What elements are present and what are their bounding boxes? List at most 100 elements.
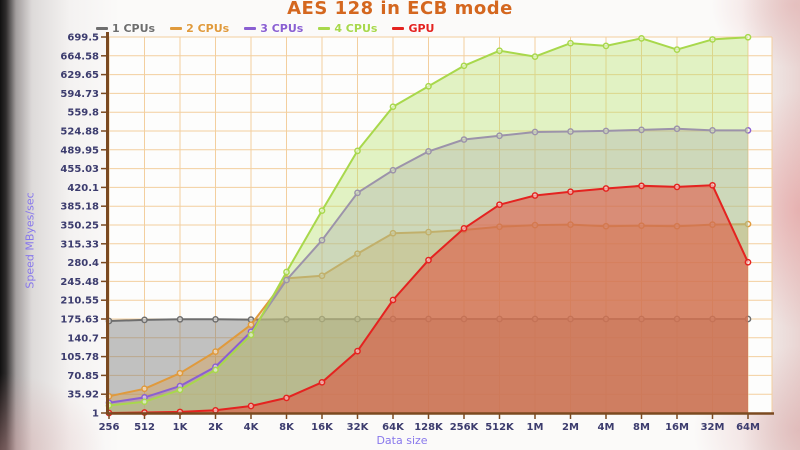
x-tick-label: 64M [736, 422, 760, 433]
data-point-marker [141, 398, 148, 406]
data-point-marker [567, 128, 574, 135]
x-tick-label: 2M [562, 422, 579, 433]
y-tick-label: 524.88 [60, 126, 99, 137]
y-tick-label: 489.95 [60, 145, 99, 156]
data-point-marker [318, 207, 326, 214]
y-tick-label: 385.18 [60, 202, 99, 213]
data-point-marker [318, 315, 326, 323]
chart-legend: 1 CPUs 2 CPUs 3 CPUs 4 CPUs GPU [96, 22, 434, 35]
legend-label: 4 CPUs [334, 22, 378, 35]
y-tick-label: 35.92 [67, 390, 99, 401]
legend-item-2-cpus: 2 CPUs [170, 22, 229, 35]
data-point-marker [176, 386, 184, 394]
data-point-marker [212, 406, 219, 414]
data-point-marker [318, 378, 326, 386]
x-tick-label: 8M [633, 422, 650, 433]
data-point-marker [389, 103, 397, 111]
y-tick-label: 455.03 [60, 164, 99, 175]
data-point-marker [247, 402, 255, 410]
data-point-marker [744, 258, 752, 266]
x-axis-title: Data size [376, 434, 428, 447]
data-point-marker [673, 125, 681, 133]
y-tick-label: 594.73 [60, 89, 99, 100]
series-fill-gpu [109, 185, 748, 413]
x-tick-label: 16M [665, 422, 689, 433]
legend-label: GPU [408, 22, 435, 35]
data-point-marker [709, 36, 716, 43]
y-tick-label: 175.63 [60, 314, 99, 325]
legend-dash-icon [392, 27, 405, 30]
legend-dash-icon [170, 27, 183, 30]
legend-label: 1 CPUs [112, 22, 156, 35]
data-point-marker [460, 136, 468, 143]
data-point-marker [602, 42, 610, 50]
x-tick-label: 1K [173, 422, 189, 433]
data-point-marker [425, 148, 432, 155]
x-tick-label: 128K [414, 422, 444, 433]
y-tick-label: 350.25 [60, 221, 99, 232]
data-point-marker [460, 62, 468, 70]
data-point-marker [354, 250, 361, 258]
legend-item-4-cpus: 4 CPUs [318, 22, 377, 35]
x-tick-label: 2K [208, 422, 224, 433]
y-tick-label: 315.33 [60, 239, 99, 250]
legend-label: 2 CPUs [186, 22, 230, 35]
x-tick-label: 512K [485, 422, 515, 433]
x-tick-label: 512 [134, 422, 155, 433]
data-point-marker [602, 185, 610, 192]
data-point-marker [354, 189, 361, 197]
data-point-marker [744, 127, 752, 134]
y-tick-label: 210.55 [60, 296, 99, 307]
y-tick-label: 280.4 [67, 258, 99, 269]
data-point-marker [638, 34, 645, 42]
data-point-marker [602, 127, 610, 135]
data-point-marker [354, 315, 361, 323]
data-point-marker [247, 331, 255, 339]
data-point-marker [673, 183, 681, 191]
data-point-marker [176, 369, 184, 377]
data-point-marker [425, 228, 432, 236]
data-point-marker [425, 82, 432, 90]
x-tick-label: 16K [311, 422, 334, 433]
x-tick-label: 4K [244, 422, 260, 433]
data-point-marker [389, 229, 397, 237]
data-point-marker [247, 321, 255, 329]
legend-item-3-cpus: 3 CPUs [244, 22, 303, 35]
data-point-marker [744, 33, 752, 41]
data-point-marker [638, 182, 645, 190]
y-tick-label: 420.1 [67, 183, 99, 194]
data-point-marker [638, 126, 645, 134]
legend-item-1-cpus: 1 CPUs [96, 22, 155, 35]
legend-item-gpu: GPU [392, 22, 434, 35]
data-point-marker [496, 132, 503, 140]
data-point-marker [496, 47, 503, 55]
data-point-marker [567, 188, 574, 196]
data-point-marker [567, 39, 574, 47]
data-point-marker [673, 46, 681, 53]
legend-label: 3 CPUs [260, 22, 304, 35]
data-point-marker [531, 192, 539, 199]
data-point-marker [744, 220, 752, 228]
x-tick-label: 256K [450, 422, 480, 433]
x-tick-label: 4M [598, 422, 615, 433]
y-tick-label: 629.65 [60, 70, 99, 81]
data-point-marker [318, 236, 326, 244]
legend-dash-icon [318, 27, 331, 30]
data-point-marker [531, 128, 539, 136]
legend-dash-icon [244, 27, 257, 30]
x-tick-label: 1M [527, 422, 544, 433]
y-tick-label: 245.48 [60, 277, 99, 288]
y-tick-label: 1 [92, 409, 99, 420]
x-tick-label: 32M [701, 422, 725, 433]
data-point-marker [389, 166, 397, 174]
data-point-marker [283, 394, 290, 402]
x-tick-label: 32K [347, 422, 370, 433]
data-point-marker [212, 315, 219, 323]
y-axis-title: Speed MByes/sec [23, 192, 37, 289]
data-point-marker [283, 276, 290, 284]
x-tick-label: 256 [99, 422, 120, 433]
y-tick-label: 105.78 [60, 352, 99, 363]
y-tick-label: 70.85 [67, 371, 99, 382]
